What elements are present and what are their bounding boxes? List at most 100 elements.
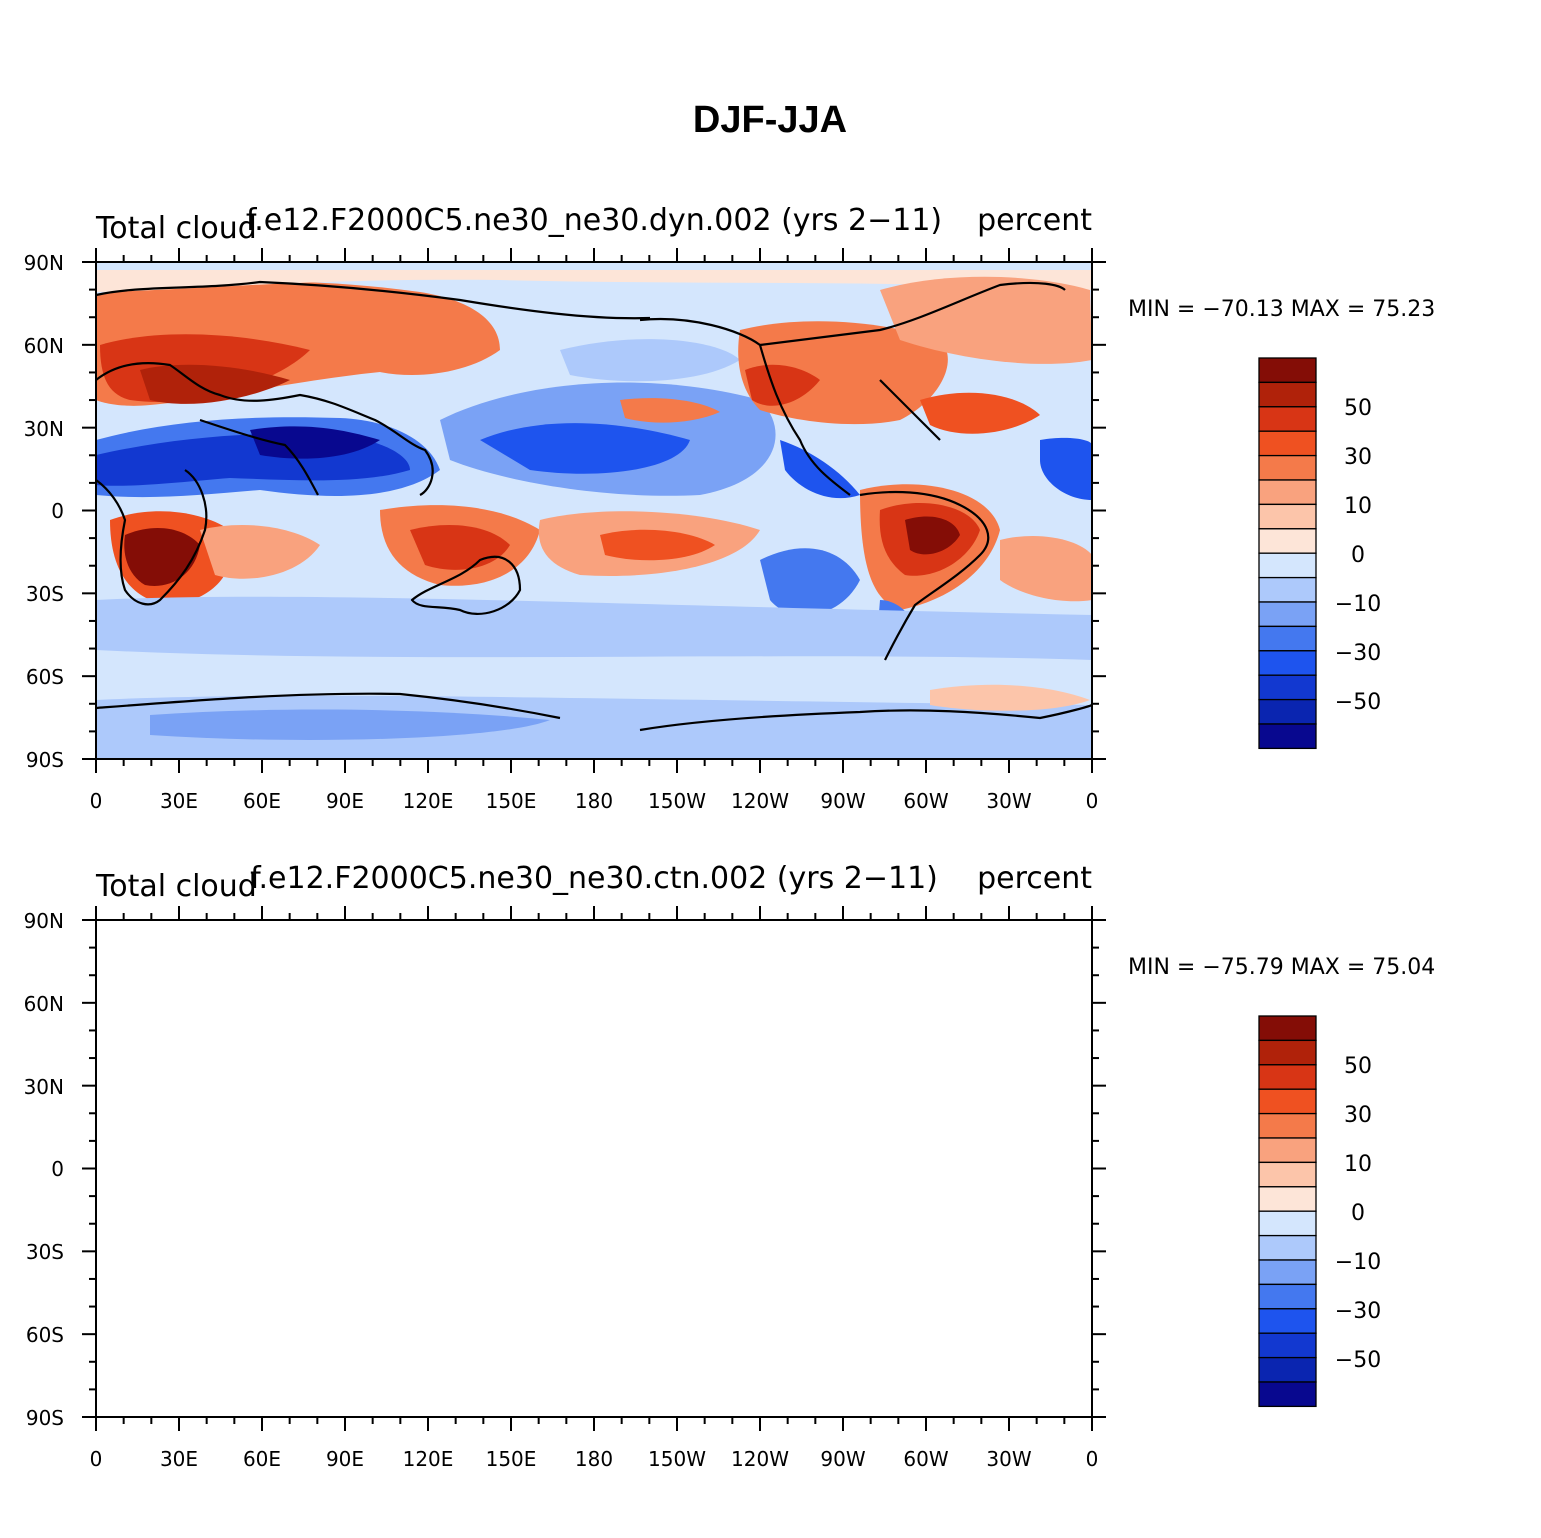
- colorbar-label: −10: [1335, 1250, 1381, 1275]
- x-tick-label: 150E: [486, 1447, 537, 1471]
- x-tick-label: 120E: [403, 789, 454, 813]
- field-region: [96, 939, 500, 1064]
- figure-title: DJF-JJA: [693, 99, 847, 141]
- field-region: [480, 423, 690, 474]
- y-tick-label: 90N: [24, 251, 64, 275]
- y-tick-label: 90S: [26, 748, 64, 772]
- field-region: [920, 392, 1040, 434]
- x-axis-labels: 0 30E 60E 90E 120E 150E 180 150W 120W 90…: [90, 789, 1099, 813]
- y-tick-label: 30S: [26, 582, 64, 606]
- x-tick-label: 90W: [820, 789, 865, 813]
- colorbar-swatch: [1258, 1234, 1317, 1261]
- x-axis-labels: 0 30E 60E 90E 120E 150E 180 150W 120W 90…: [90, 1447, 1099, 1471]
- colorbar-label: −50: [1335, 690, 1381, 715]
- field-region: [780, 1098, 860, 1156]
- field-region: [560, 339, 740, 382]
- field-region: [1000, 535, 1092, 602]
- field-region: [1040, 1096, 1092, 1158]
- min-max-label: MIN = −70.13 MAX = 75.23: [1128, 297, 1435, 322]
- colorbar-label: 30: [1344, 445, 1372, 470]
- x-tick-label: 90E: [326, 1447, 364, 1471]
- colorbar-labels: 50 30 10 0 −10 −30 −50: [1335, 396, 1381, 715]
- x-tick-label: 180: [575, 1447, 613, 1471]
- x-tick-label: 150W: [648, 789, 706, 813]
- x-tick-label: 60W: [903, 789, 948, 813]
- colorbar-swatch: [1258, 1064, 1317, 1090]
- colorbar-labels: 50 30 10 0 −10 −30 −50: [1335, 1054, 1381, 1373]
- panel-right-title: percent: [977, 203, 1092, 238]
- field-region: [440, 1041, 776, 1154]
- y-tick-label: 30N: [24, 1075, 64, 1099]
- map-field: [96, 262, 1092, 759]
- panel-right-title: percent: [977, 861, 1092, 896]
- field-region: [738, 979, 948, 1082]
- field-region: [910, 1046, 1045, 1092]
- colorbar-swatch: [1258, 1332, 1317, 1359]
- x-tick-label: 150W: [648, 1447, 706, 1471]
- field-region: [250, 426, 380, 459]
- colorbar-label: 10: [1344, 494, 1372, 519]
- x-tick-label: 30W: [986, 789, 1031, 813]
- field-region: [905, 1168, 965, 1208]
- panel-center-title: f.e12.F2000C5.ne30_ne30.dyn.002 (yrs 2−1…: [246, 203, 942, 238]
- field-region: [930, 684, 1090, 711]
- colorbar-swatch: [1258, 503, 1317, 530]
- x-tick-label: 60E: [243, 1447, 281, 1471]
- y-tick-label: 60N: [24, 992, 64, 1016]
- y-tick-label: 60S: [26, 1323, 64, 1347]
- x-tick-label: 30E: [160, 1447, 198, 1471]
- field-region: [540, 987, 740, 1038]
- colorbar-swatch: [1258, 1161, 1317, 1188]
- colorbar-swatch: [1258, 576, 1317, 603]
- colorbar-label: −50: [1335, 1348, 1381, 1373]
- x-tick-label: 30E: [160, 789, 198, 813]
- colorbar: [1258, 1015, 1317, 1408]
- map-field: [96, 920, 1092, 1417]
- field-region: [930, 1343, 1090, 1369]
- colorbar-swatch: [1258, 1039, 1317, 1066]
- colorbar-swatch: [1258, 381, 1317, 408]
- x-tick-label: 60W: [903, 1447, 948, 1471]
- field-region: [1000, 1194, 1092, 1259]
- axis-ticks: [82, 248, 1106, 773]
- colorbar-label: −10: [1335, 592, 1381, 617]
- field-background: [96, 920, 1092, 1417]
- colorbar-swatch: [1258, 1186, 1317, 1212]
- field-region: [620, 1050, 730, 1080]
- x-tick-label: 0: [1086, 1447, 1099, 1471]
- min-max-label: MIN = −75.79 MAX = 75.04: [1128, 955, 1435, 980]
- colorbar-swatch: [1258, 1381, 1317, 1408]
- axis-ticks: [82, 906, 1106, 1431]
- colorbar-swatch: [1258, 357, 1317, 384]
- x-tick-label: 60E: [243, 789, 281, 813]
- field-region: [1040, 437, 1092, 500]
- field-region: [110, 1169, 232, 1263]
- panel-left-title: Total cloud: [95, 211, 257, 246]
- colorbar-label: 50: [1344, 396, 1372, 421]
- colorbar-swatch: [1258, 1356, 1317, 1383]
- field-region: [200, 525, 320, 579]
- field-region: [539, 1164, 770, 1233]
- field-region: [96, 596, 1092, 660]
- y-tick-label: 90S: [26, 1406, 64, 1430]
- panel-left-title: Total cloud: [95, 869, 257, 904]
- field-region: [620, 398, 720, 423]
- field-region: [96, 1255, 1092, 1318]
- x-tick-label: 0: [1086, 789, 1099, 813]
- field-region: [150, 709, 550, 740]
- field-region: [96, 1354, 1092, 1417]
- field-region: [100, 987, 320, 1060]
- field-region: [140, 364, 290, 404]
- field-region: [150, 1018, 300, 1060]
- colorbar-swatch: [1258, 1283, 1317, 1310]
- colorbar-swatch: [1258, 430, 1317, 457]
- colorbar-swatch: [1258, 1088, 1317, 1115]
- y-tick-label: 0: [51, 499, 64, 523]
- y-tick-label: 30N: [24, 417, 64, 441]
- field-region: [905, 516, 960, 555]
- y-axis-labels: 90N 60N 30N 0 30S 60S 90S: [24, 251, 64, 772]
- field-region: [124, 1186, 200, 1244]
- colorbar-swatch: [1258, 1112, 1317, 1139]
- y-tick-label: 30S: [26, 1240, 64, 1264]
